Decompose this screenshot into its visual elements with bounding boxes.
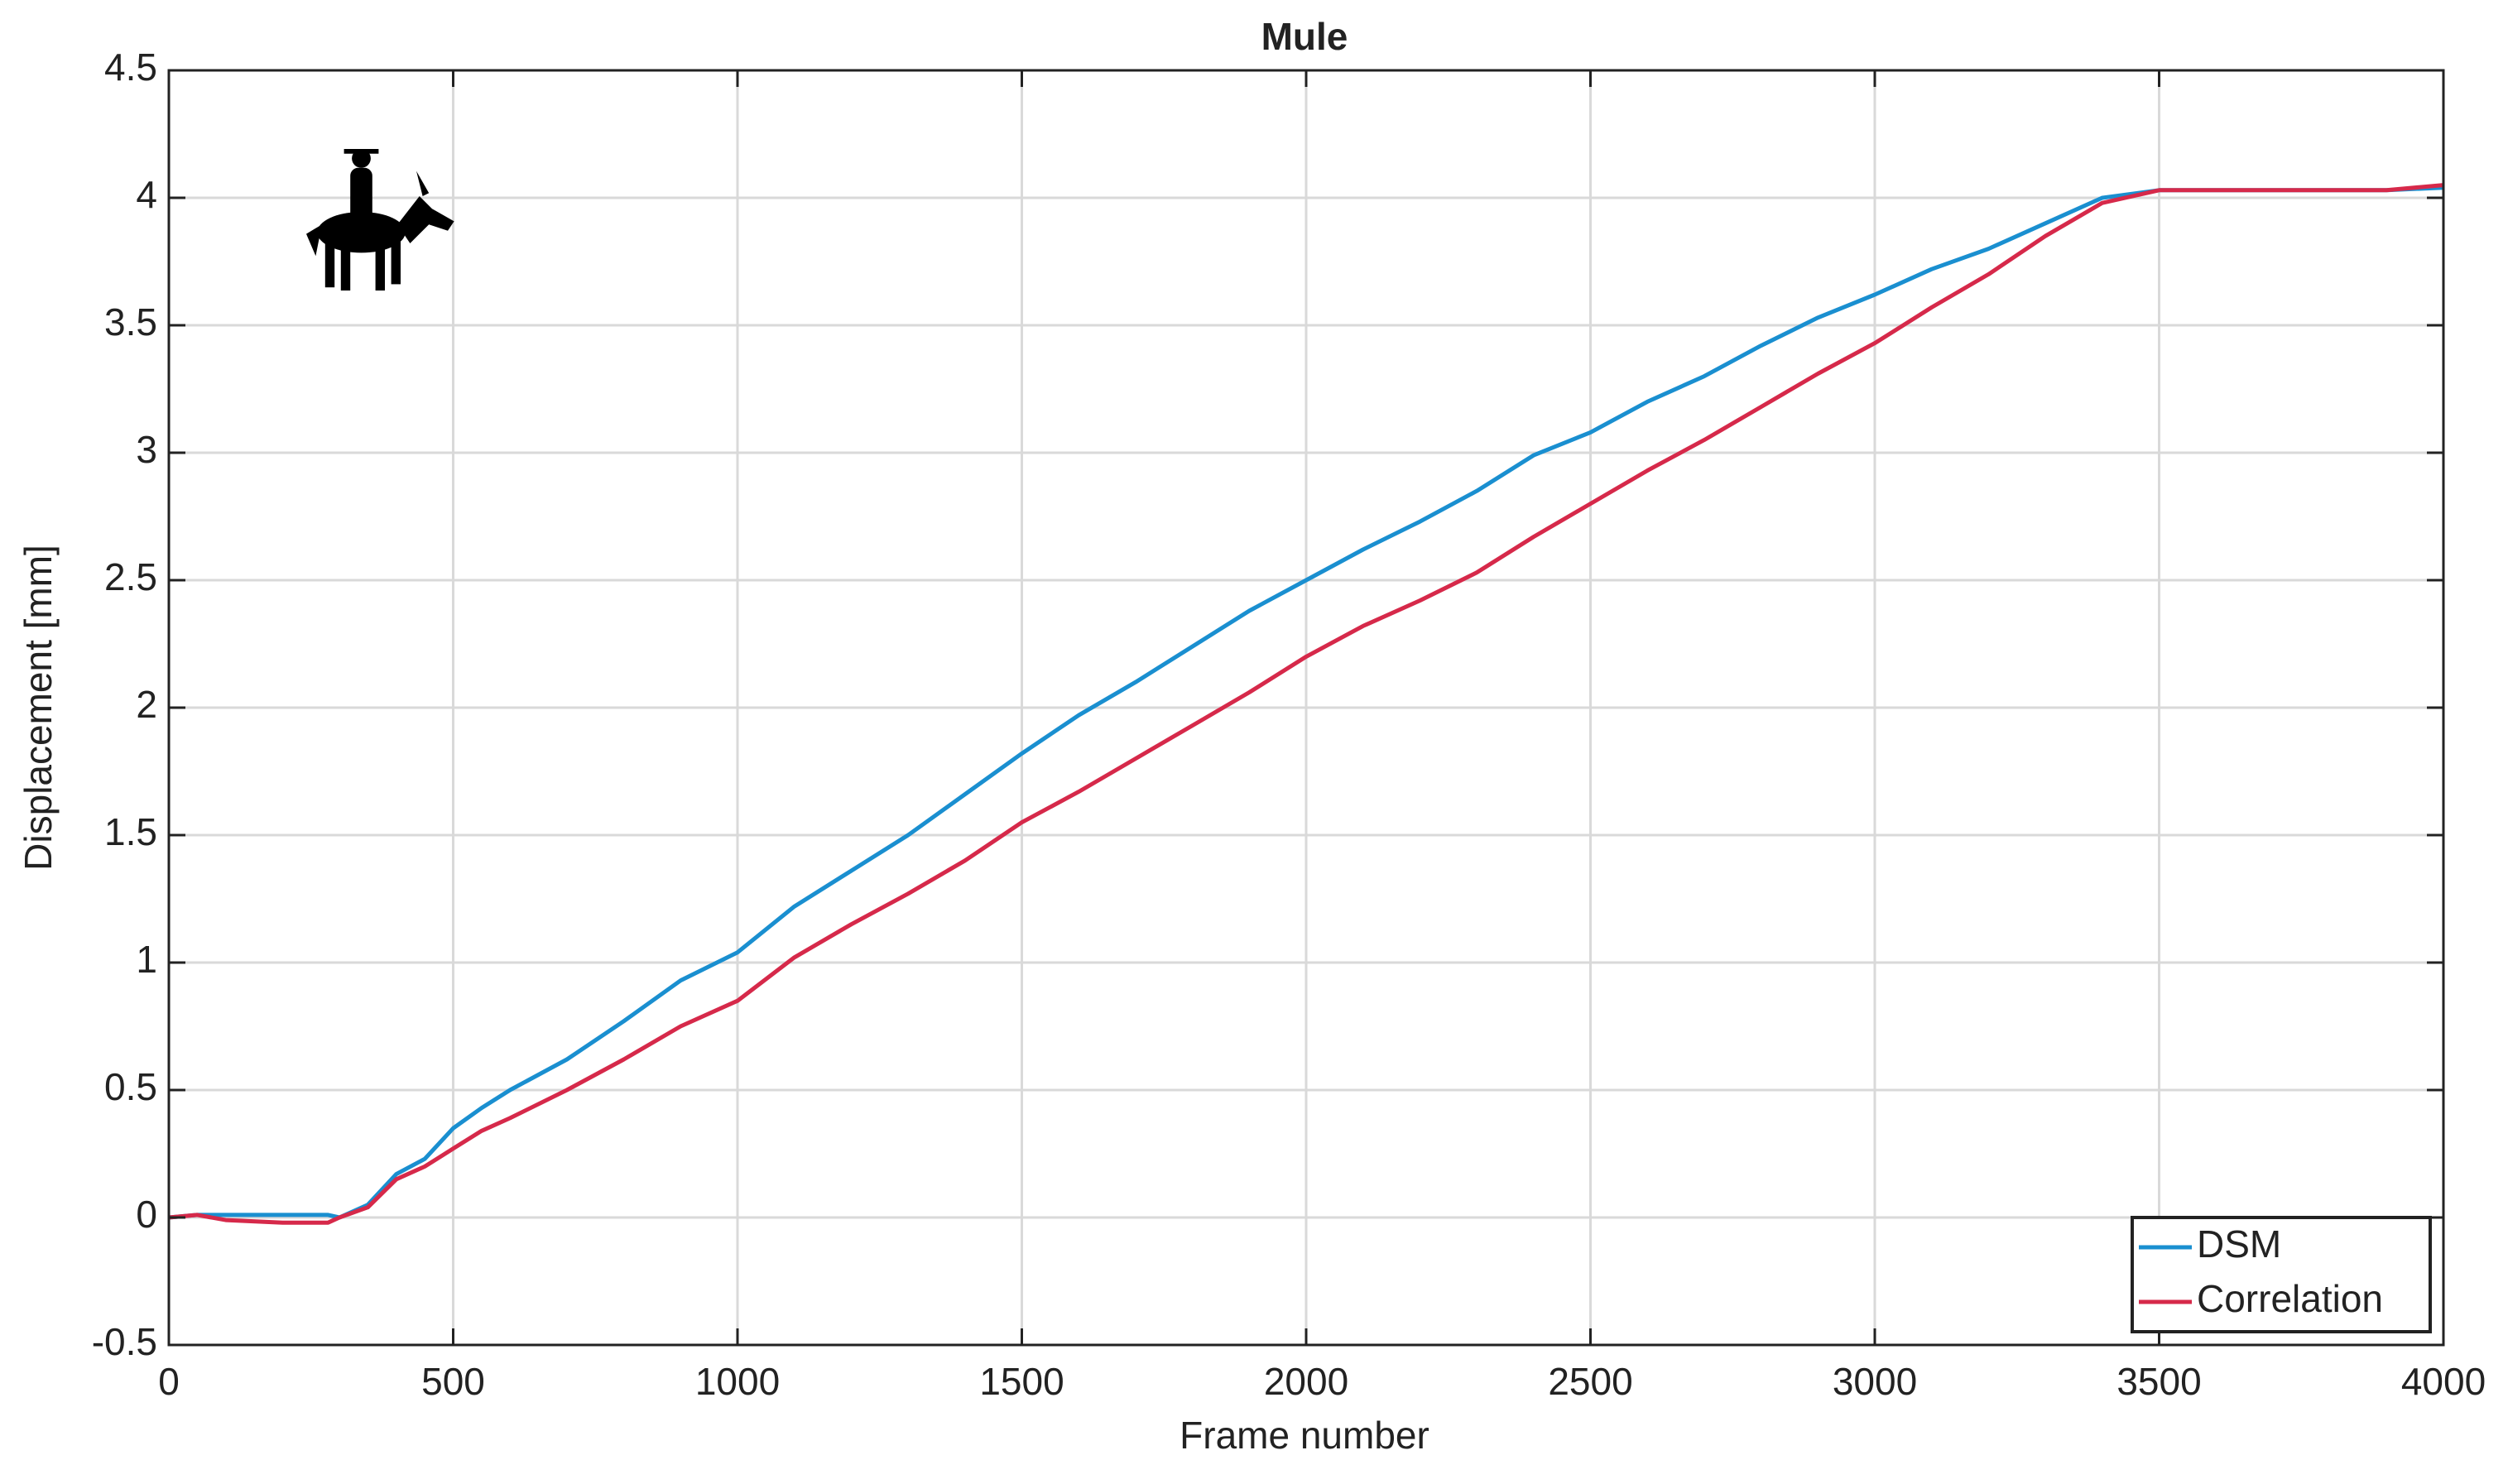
- plot-frame: [167, 69, 2445, 1347]
- y-tick-label: 2.5: [104, 555, 157, 598]
- chart-title: Mule: [1261, 15, 1348, 58]
- y-tick-label: 3: [136, 428, 157, 471]
- x-tick-label: 2500: [1548, 1360, 1632, 1403]
- legend-label: DSM: [2197, 1222, 2281, 1265]
- legend-label: Correlation: [2197, 1277, 2383, 1320]
- y-axis-label: Displacement [mm]: [17, 545, 60, 871]
- lines: [168, 183, 2444, 1225]
- y-tick-label: 4: [136, 173, 157, 216]
- mule-icon: [306, 149, 454, 291]
- y-tick-label: 3.5: [104, 300, 157, 343]
- x-tick-label: 4000: [2401, 1360, 2486, 1403]
- x-tick-label: 0: [158, 1360, 180, 1403]
- legend-box: [2131, 1216, 2432, 1333]
- y-tick-label: 0.5: [104, 1065, 157, 1108]
- y-tick-label: 4.5: [104, 46, 157, 89]
- x-tick-label: 1000: [695, 1360, 780, 1403]
- x-tick-label: 500: [421, 1360, 485, 1403]
- data-line: [168, 185, 2444, 1220]
- y-tick-label: 1: [136, 938, 157, 981]
- x-tick-label: 1500: [979, 1360, 1064, 1403]
- x-tick-label: 2000: [1264, 1360, 1348, 1403]
- data-line: [168, 183, 2444, 1225]
- y-tick-label: 0: [136, 1193, 157, 1236]
- y-tick-label: 1.5: [104, 810, 157, 853]
- y-tick-label: -0.5: [92, 1320, 157, 1363]
- x-tick-label: 3000: [1833, 1360, 1917, 1403]
- y-tick-label: 2: [136, 683, 157, 726]
- x-tick-label: 3500: [2116, 1360, 2201, 1403]
- x-axis-label: Frame number: [1180, 1414, 1429, 1457]
